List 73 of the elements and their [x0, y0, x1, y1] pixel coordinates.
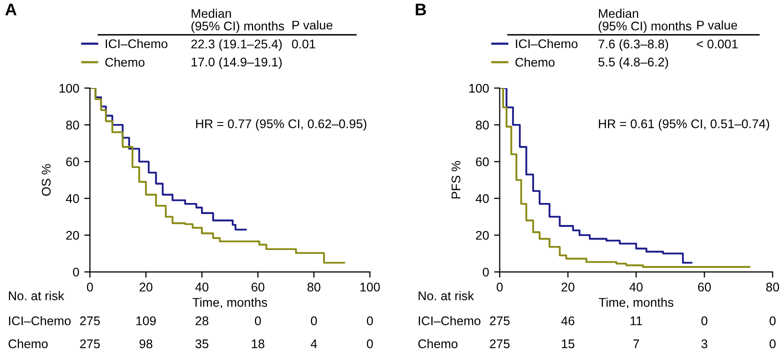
text: 0 — [770, 339, 776, 348]
y-tick-label: 20 — [66, 230, 80, 240]
x-axis-title: Time, months — [598, 298, 674, 308]
chart-title: B — [416, 4, 426, 16]
x-tick-label: 60 — [252, 282, 264, 292]
text: 0 — [366, 339, 373, 348]
text: P value — [697, 20, 738, 30]
annotation: HR = 0.77 (95% CI, 0.62–0.95) — [196, 119, 366, 131]
text: Median (95% CI) months — [191, 8, 284, 33]
text: Chemo — [418, 339, 458, 348]
y-tick-label: 40 — [476, 194, 489, 204]
text: 0 — [310, 316, 317, 326]
x-axis-title: Time, months — [192, 298, 268, 308]
x-tick-label: 20 — [562, 282, 574, 292]
x-tick-label: 80 — [307, 282, 320, 292]
text: 275 — [490, 339, 510, 348]
text: 0 — [770, 316, 776, 326]
x-tick-label: 0 — [496, 282, 503, 292]
text: Median (95% CI) months — [598, 8, 692, 33]
y-tick-label: 40 — [66, 194, 80, 204]
text: 17.0 (14.9–19.1) — [192, 57, 282, 69]
annotation: HR = 0.61 (95% CI, 0.51–0.74) — [598, 119, 770, 131]
y-tick-label: 80 — [476, 120, 489, 130]
text: 0 — [366, 316, 373, 326]
x-tick-label: 100 — [360, 282, 380, 292]
y-axis-title: OS % — [42, 164, 51, 196]
y-tick-label: 60 — [66, 157, 80, 166]
y-tick-label: 80 — [66, 120, 80, 130]
y-tick-label: 100 — [60, 84, 80, 93]
text: 28 — [196, 316, 208, 326]
text: < 0.001 — [696, 40, 738, 48]
y-tick-label: 0 — [482, 268, 489, 277]
text: ICI–Chemo — [418, 316, 480, 326]
legend-label: ICI–Chemo — [516, 38, 578, 48]
x-tick-label: 80 — [766, 282, 780, 292]
x-tick-label: 40 — [629, 282, 643, 292]
text: 0 — [701, 316, 708, 326]
x-tick-label: 60 — [698, 282, 711, 292]
text: 275 — [80, 316, 100, 326]
text: 5.5 (4.8–6.2) — [598, 57, 668, 69]
text: 275 — [490, 316, 510, 326]
y-tick-label: 100 — [469, 84, 489, 93]
y-axis-title: PFS % — [452, 160, 460, 198]
text: 0 — [254, 316, 261, 326]
x-tick-label: 40 — [195, 282, 208, 292]
text: Chemo — [8, 339, 48, 348]
text: 11 — [630, 316, 642, 326]
y-tick-label: 60 — [476, 157, 489, 166]
y-tick-label: 0 — [73, 268, 80, 277]
text: 4 — [310, 340, 318, 348]
text: 22.3 (19.1–25.4) — [191, 39, 282, 51]
x-tick-label: 0 — [86, 282, 93, 292]
text: No. at risk — [8, 291, 64, 300]
text: 7.6 (6.3–8.8) — [598, 39, 668, 51]
text: No. at risk — [418, 291, 474, 300]
x-tick-label: 20 — [140, 282, 152, 292]
legend-label: ICI–Chemo — [106, 38, 168, 48]
legend-label: Chemo — [515, 58, 555, 67]
y-tick-label: 20 — [476, 230, 489, 240]
text: 15 — [562, 340, 574, 348]
text: 7 — [633, 340, 640, 348]
text: P value — [292, 20, 332, 30]
chart-title: A — [5, 4, 17, 16]
text: 275 — [80, 339, 100, 348]
text: 98 — [140, 339, 152, 348]
legend-label: Chemo — [105, 58, 144, 67]
text: ICI–Chemo — [9, 316, 71, 326]
text: 0.01 — [292, 40, 316, 48]
text: 35 — [195, 339, 208, 348]
text: 109 — [136, 316, 156, 326]
text: 3 — [701, 339, 708, 348]
text: 18 — [252, 339, 264, 348]
text: 46 — [561, 316, 574, 326]
